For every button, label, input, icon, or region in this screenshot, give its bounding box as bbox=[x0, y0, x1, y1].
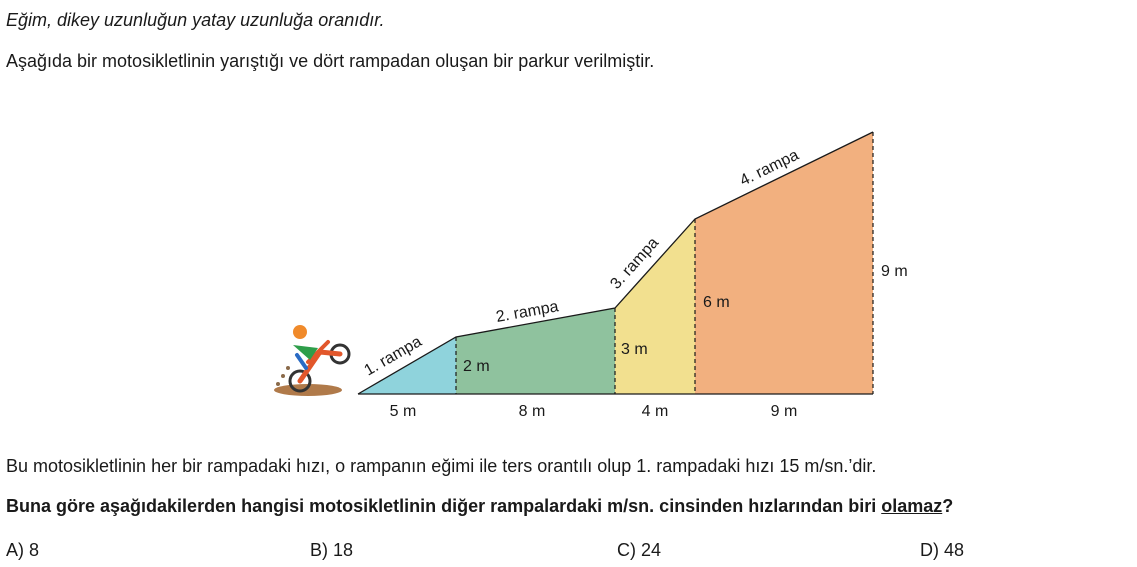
question-suffix: ? bbox=[942, 496, 954, 516]
ramp-3-height: 6 m bbox=[703, 294, 730, 311]
ramp-1-width: 5 m bbox=[390, 403, 417, 420]
option-b-value: 18 bbox=[333, 540, 354, 560]
option-a-letter: A) bbox=[6, 540, 24, 560]
motorcycle-icon bbox=[274, 325, 351, 396]
option-d-value: 48 bbox=[944, 540, 965, 560]
ramp-4-height: 9 m bbox=[881, 263, 908, 280]
question-emphasis: olamaz bbox=[881, 496, 943, 516]
option-c-value: 24 bbox=[641, 540, 662, 560]
ramp-4-width: 9 m bbox=[771, 403, 798, 420]
ramp-2 bbox=[456, 308, 615, 394]
lead-text: Aşağıda bir motosikletlinin yarıştığı ve… bbox=[6, 51, 655, 71]
ramp-1-height: 2 m bbox=[463, 358, 490, 375]
ramp-4 bbox=[695, 132, 873, 394]
answer-options: A) 8 B) 18 C) 24 D) 48 bbox=[0, 540, 1137, 564]
option-a[interactable]: A) 8 bbox=[6, 540, 39, 561]
ramp-2-height: 3 m bbox=[621, 341, 648, 358]
intro-text: Eğim, dikey uzunluğun yatay uzunluğa ora… bbox=[6, 10, 385, 30]
question-prefix: Buna göre aşağıdakilerden hangisi motosi… bbox=[6, 496, 882, 516]
info-text: Bu motosikletlinin her bir rampadaki hız… bbox=[6, 456, 877, 476]
option-d-letter: D) bbox=[920, 540, 939, 560]
option-c-letter: C) bbox=[617, 540, 636, 560]
question-text: Buna göre aşağıdakilerden hangisi motosi… bbox=[6, 496, 953, 517]
ramp-3 bbox=[615, 219, 695, 394]
option-d[interactable]: D) 48 bbox=[920, 540, 964, 561]
option-b-letter: B) bbox=[310, 540, 328, 560]
option-b[interactable]: B) 18 bbox=[310, 540, 353, 561]
ramp-3-width: 4 m bbox=[642, 403, 669, 420]
option-a-value: 8 bbox=[29, 540, 40, 560]
ramp-2-width: 8 m bbox=[519, 403, 546, 420]
option-c[interactable]: C) 24 bbox=[617, 540, 661, 561]
